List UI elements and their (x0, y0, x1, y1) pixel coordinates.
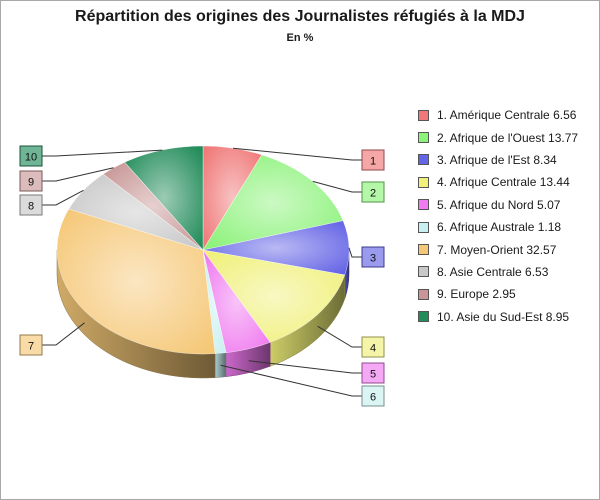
legend-swatch-9 (418, 288, 429, 300)
legend-label-5: 5. Afrique du Nord 5.07 (437, 197, 561, 212)
legend-swatch-7 (418, 244, 429, 256)
slice-label-2: 2 (370, 188, 376, 200)
chart-title: Répartition des origines des Journaliste… (75, 8, 525, 25)
leader-line-4 (317, 325, 362, 348)
legend-label-1: 1. Amérique Centrale 6.56 (437, 108, 577, 123)
legend-label-8: 8. Asie Centrale 6.53 (437, 264, 549, 279)
legend-item-9: 9. Europe 2.95 (418, 283, 598, 305)
legend-swatch-5 (418, 199, 429, 211)
leader-line-10 (42, 149, 163, 157)
leader-line-1 (233, 147, 362, 161)
slice-label-3: 3 (370, 253, 376, 265)
slice-label-box-7 (19, 334, 43, 356)
slice-label-7: 7 (28, 341, 34, 353)
legend-label-9: 9. Europe 2.95 (437, 287, 516, 302)
leader-line-5 (248, 360, 362, 374)
legend-item-8: 8. Asie Centrale 6.53 (418, 261, 598, 283)
slice-label-box-1 (361, 149, 385, 171)
pie-slices (56, 145, 350, 355)
slice-label-8: 8 (28, 201, 34, 213)
legend-label-2: 2. Afrique de l'Ouest 13.77 (437, 130, 579, 145)
slice-label-box-6 (361, 385, 385, 407)
legend-item-2: 2. Afrique de l'Ouest 13.77 (418, 126, 598, 148)
legend-swatch-8 (418, 266, 429, 278)
slice-label-6: 6 (370, 392, 376, 404)
legend-item-3: 3. Afrique de l'Est 8.34 (418, 149, 598, 171)
slice-label-box-2 (361, 181, 385, 203)
leader-line-2 (312, 180, 362, 193)
slice-label-box-4 (361, 336, 385, 358)
slice-2 (202, 154, 344, 251)
leader-line-6 (220, 364, 362, 397)
slice-label-box-5 (361, 362, 385, 384)
slice-label-box-3 (361, 246, 385, 268)
legend-label-6: 6. Afrique Australe 1.18 (437, 220, 562, 235)
legend-label-10: 10. Asie du Sud-Est 8.95 (437, 309, 570, 324)
slice-label-box-10 (19, 145, 43, 167)
slice-7 (56, 208, 216, 355)
slice-side-6 (214, 352, 227, 378)
slice-label-5: 5 (370, 369, 376, 381)
legend-item-1: 1. Amérique Centrale 6.56 (418, 104, 598, 126)
legend-swatch-6 (418, 221, 429, 233)
slice-10 (124, 145, 204, 251)
slice-label-box-9 (19, 170, 43, 192)
legend-swatch-10 (418, 311, 429, 323)
slice-4 (202, 249, 346, 343)
slice-number-labels: 1 2 3 4 5 6 10 9 8 7 (19, 145, 385, 407)
legend-item-6: 6. Afrique Australe 1.18 (418, 216, 598, 238)
legend-item-10: 10. Asie du Sud-Est 8.95 (418, 306, 598, 328)
leader-line-9 (42, 167, 114, 182)
legend-item-5: 5. Afrique du Nord 5.07 (418, 194, 598, 216)
legend-swatch-2 (418, 132, 429, 144)
legend-swatch-3 (418, 154, 429, 166)
legend-label-7: 7. Moyen-Orient 32.57 (437, 242, 557, 257)
leader-line-7 (42, 322, 85, 346)
legend-swatch-1 (418, 109, 429, 121)
slice-label-10: 10 (25, 152, 37, 164)
legend-swatch-4 (418, 176, 429, 188)
legend-item-7: 7. Moyen-Orient 32.57 (418, 238, 598, 260)
slice-leader-lines (42, 147, 362, 397)
legend-item-4: 4. Afrique Centrale 13.44 (418, 171, 598, 193)
leader-line-3 (348, 247, 362, 258)
slice-label-box-8 (19, 194, 43, 216)
legend-label-3: 3. Afrique de l'Est 8.34 (437, 152, 557, 167)
slice-label-1: 1 (370, 156, 376, 168)
slice-label-9: 9 (28, 177, 34, 189)
legend-label-4: 4. Afrique Centrale 13.44 (437, 175, 570, 190)
legend: 1. Amérique Centrale 6.56 2. Afrique de l… (418, 104, 598, 328)
slice-label-4: 4 (370, 343, 376, 355)
leader-line-8 (42, 189, 84, 206)
chart-subtitle: En % (286, 32, 314, 44)
